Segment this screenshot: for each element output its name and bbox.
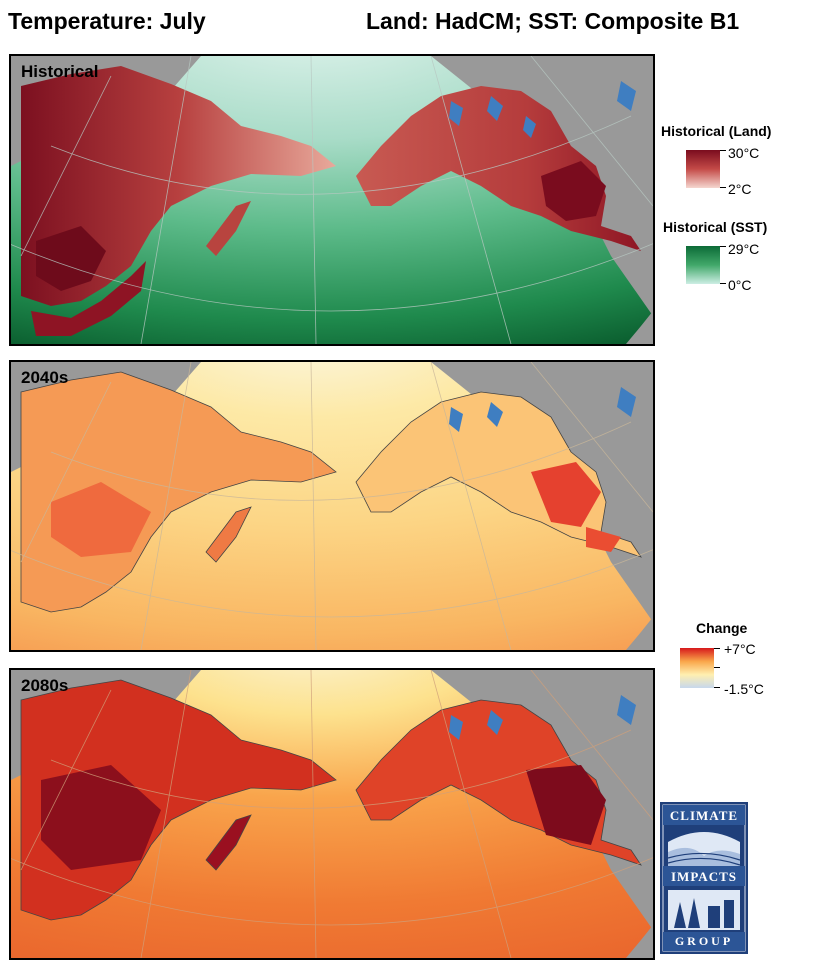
legend-min-historical-sst: 0°C (728, 277, 752, 293)
map-title: Temperature: July (8, 8, 206, 34)
legend-title-change: Change (696, 620, 748, 636)
legend-bar-historical-land (686, 150, 726, 188)
logo-text-impacts: IMPACTS (671, 869, 737, 884)
legend-bar-change (680, 648, 720, 688)
legend-title-historical-land: Historical (Land) (661, 123, 772, 139)
legend-max-historical-land: 30°C (728, 145, 760, 161)
change-map-2040s (11, 362, 653, 650)
panel-label-2080s: 2080s (21, 676, 69, 695)
legend-min-historical-land: 2°C (728, 181, 752, 197)
scenario-title: Land: HadCM; SST: Composite B1 (366, 8, 740, 34)
panel-label-2040s: 2040s (21, 368, 69, 387)
historical-map-panel: Historical (9, 54, 655, 346)
legend-title-historical-sst: Historical (SST) (663, 219, 768, 235)
legend-max-change: +7°C (724, 641, 756, 657)
legend-bar-historical-sst (686, 246, 726, 284)
climate-impacts-group-logo-icon (662, 804, 746, 952)
historical-map (11, 56, 653, 344)
logo-text-group: GROUP (674, 934, 734, 948)
change-map-2080s (11, 670, 653, 958)
map-panel-2040s: 2040s (9, 360, 655, 652)
map-panel-2080s: 2080s (9, 668, 655, 960)
legend-min-change: -1.5°C (724, 681, 764, 697)
legend-max-historical-sst: 29°C (728, 241, 760, 257)
climate-impacts-group-logo: CLIMATE IMPACTS GROUP (660, 802, 748, 954)
logo-text-climate: CLIMATE (669, 808, 739, 823)
panel-label-historical: Historical (21, 62, 99, 81)
